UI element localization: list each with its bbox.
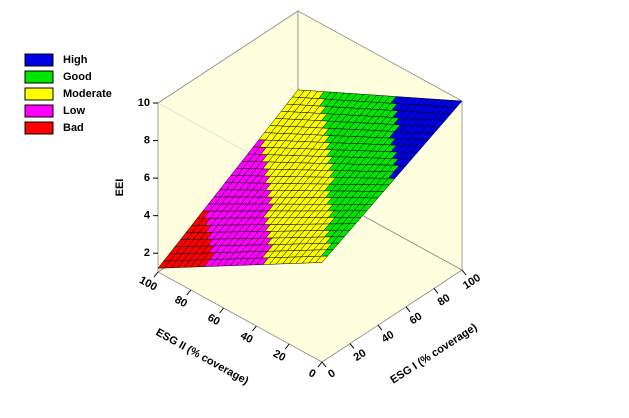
- z-tick-label: 4: [144, 210, 151, 222]
- surface-patch: [314, 255, 329, 263]
- y-tick: [219, 307, 224, 314]
- y-tick: [153, 271, 159, 278]
- y-tick-label: 40: [238, 330, 255, 346]
- y-tick: [252, 325, 257, 332]
- legend-swatch: [24, 121, 54, 135]
- y-tick-label: 20: [271, 348, 288, 364]
- x-tick-label: 20: [352, 347, 369, 364]
- x-tick-label: 100: [461, 272, 483, 292]
- x-tick: [433, 288, 439, 294]
- legend-swatch: [24, 87, 54, 101]
- x-axis-label: ESG I (% coverage): [388, 321, 479, 386]
- x-tick: [349, 343, 355, 349]
- legend-swatch: [24, 70, 54, 84]
- z-axis-label: EEI: [114, 179, 126, 197]
- legend-label: Bad: [63, 122, 84, 134]
- legend-swatch: [24, 104, 54, 118]
- z-tick-label: 10: [138, 97, 150, 109]
- y-tick-label: 80: [173, 294, 190, 310]
- z-tick-label: 8: [144, 134, 150, 146]
- y-axis-label: ESG II (% coverage): [154, 326, 251, 387]
- y-tick-label: 0: [306, 367, 317, 380]
- legend-label: High: [63, 54, 88, 66]
- legend-label: Good: [63, 71, 92, 83]
- x-tick-label: 60: [408, 310, 425, 327]
- y-tick-label: 60: [205, 312, 222, 328]
- legend-label: Moderate: [63, 88, 112, 100]
- y-tick: [317, 361, 323, 368]
- legend-label: Low: [63, 105, 85, 117]
- x-tick-label: 80: [436, 292, 453, 309]
- y-tick: [284, 343, 290, 350]
- x-tick: [377, 324, 383, 331]
- x-tick: [461, 269, 467, 276]
- x-tick-label: 40: [380, 329, 397, 346]
- y-tick: [186, 289, 192, 296]
- z-tick-label: 6: [144, 172, 150, 184]
- legend-swatch: [24, 53, 54, 67]
- x-tick: [405, 306, 411, 313]
- y-tick-label: 100: [137, 274, 159, 293]
- z-tick-label: 2: [144, 247, 150, 259]
- x-tick: [321, 361, 327, 368]
- x-tick-label: 0: [326, 367, 338, 380]
